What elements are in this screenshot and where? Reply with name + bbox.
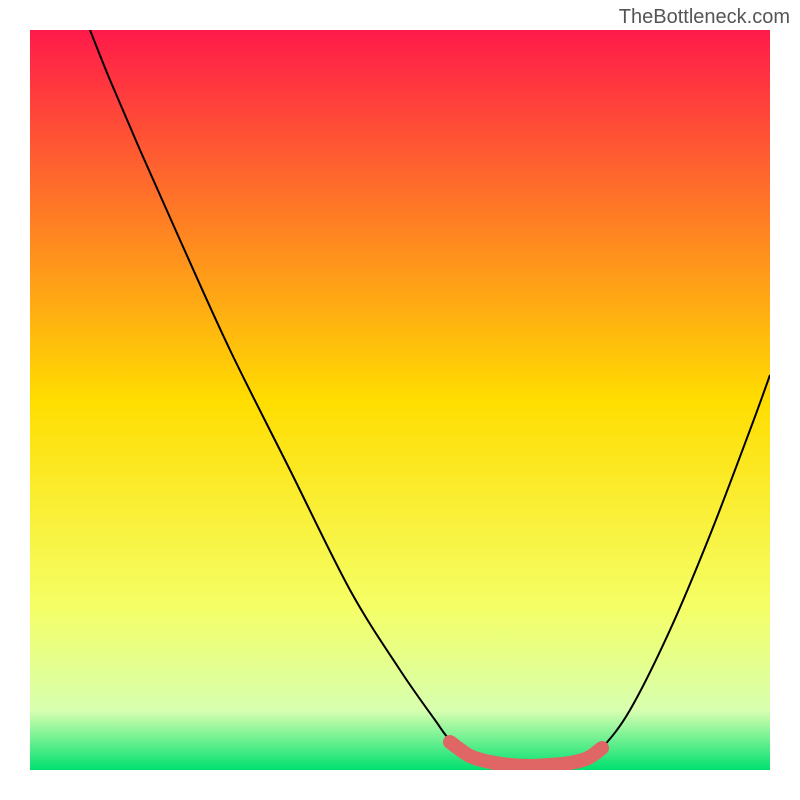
watermark-text: TheBottleneck.com bbox=[619, 6, 790, 29]
plot-area bbox=[30, 30, 770, 770]
gradient-background bbox=[30, 30, 770, 770]
chart-container: TheBottleneck.com bbox=[0, 0, 800, 800]
plot-svg bbox=[30, 30, 770, 770]
